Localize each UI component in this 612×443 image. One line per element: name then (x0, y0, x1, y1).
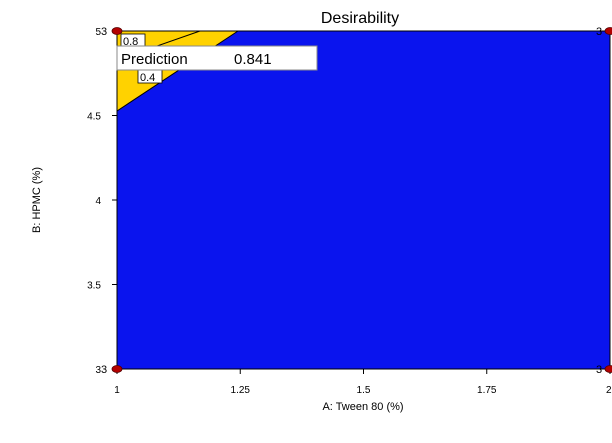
x-axis-ticks: 1 1.25 1.5 1.75 2 (114, 369, 612, 396)
design-point-marker (111, 27, 123, 35)
x-tick-label: 1 (114, 385, 120, 396)
design-point-label: 3 (101, 26, 107, 38)
x-tick-label: 1.25 (231, 385, 251, 396)
plot-area (117, 31, 610, 369)
x-tick-label: 2 (606, 385, 612, 396)
y-tick-label: 4.5 (87, 112, 101, 123)
design-points: 3 3 3 3 (101, 26, 612, 376)
contour-label-0.4-text: 0.4 (140, 72, 155, 84)
prediction-label: Prediction (121, 51, 188, 68)
chart-title: Desirability (321, 10, 399, 27)
x-axis-label: A: Tween 80 (%) (322, 401, 403, 413)
y-axis-label: B: HPMC (%) (31, 167, 43, 233)
contour-line-0.4 (116, 30, 239, 112)
y-tick-label: 3.5 (87, 281, 101, 292)
design-point-marker (604, 365, 612, 373)
design-point-label: 3 (101, 364, 107, 376)
design-point-label: 3 (596, 364, 602, 376)
design-point-marker (604, 27, 612, 35)
contour-label-0.8: 0.8 (120, 33, 146, 48)
design-point-marker (111, 365, 123, 373)
y-tick-label: 4 (95, 196, 101, 207)
y-tick-label: 3 (95, 365, 101, 376)
prediction-flag: Prediction 0.841 (116, 45, 318, 71)
design-point-label: 3 (596, 26, 602, 38)
x-tick-label: 1.75 (477, 385, 497, 396)
x-tick-label: 1.5 (357, 385, 371, 396)
prediction-value: 0.841 (234, 51, 272, 68)
contour-label-0.8-text: 0.8 (123, 36, 138, 48)
y-tick-label: 5 (95, 27, 101, 38)
contour-label-0.4: 0.4 (137, 69, 163, 84)
y-axis-ticks: 3 3.5 4 4.5 5 (87, 27, 117, 376)
